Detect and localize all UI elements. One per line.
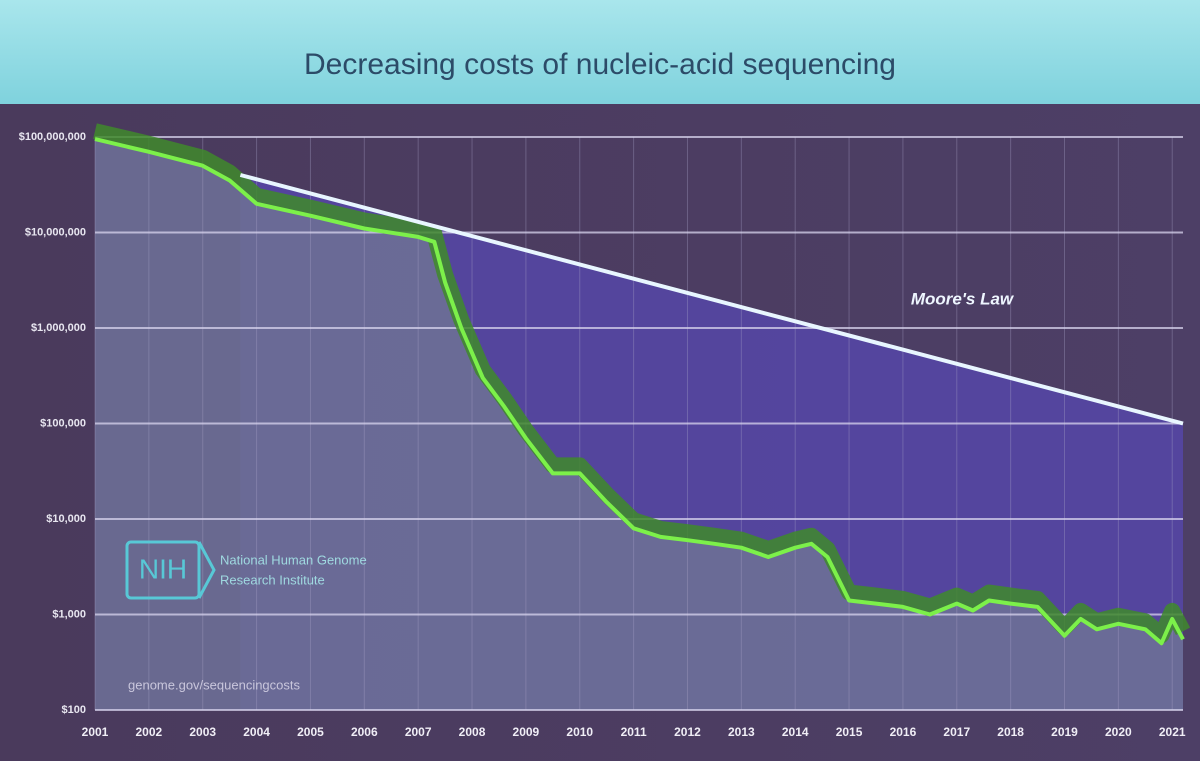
x-tick-label: 2008 <box>459 725 486 739</box>
y-tick-label: $100 <box>62 704 86 716</box>
moore-line <box>239 173 1184 426</box>
x-tick-label: 2019 <box>1051 725 1078 739</box>
x-tick-label: 2012 <box>674 725 701 739</box>
cost-area <box>95 139 1183 711</box>
x-tick-label: 2002 <box>136 725 163 739</box>
cost-line <box>94 137 1185 646</box>
x-tick-label: 2014 <box>782 725 809 739</box>
y-tick-label: $10,000 <box>46 513 86 525</box>
x-tick-label: 2010 <box>566 725 593 739</box>
logo-text: National Human Genome <box>220 552 367 567</box>
plot: 2001 2002 2003 2004 2005 2006 2007 2008 2009 2010… <box>19 123 1191 739</box>
y-tick-label: $100,000,000 <box>19 131 86 143</box>
y-tick-label: $1,000 <box>52 608 86 620</box>
x-tick-label: 2007 <box>405 725 432 739</box>
source: genome.gov/sequencingcosts <box>128 677 301 692</box>
x-tick-label: 2005 <box>297 725 324 739</box>
logo-mark: NIH <box>139 553 187 584</box>
x-tick-label: 2013 <box>728 725 755 739</box>
x-tick-label: 2004 <box>243 725 270 739</box>
x-tick-label: 2021 <box>1159 725 1186 739</box>
logo-chevron <box>197 541 216 599</box>
x-tick-label: 2020 <box>1105 725 1132 739</box>
x-tick-label: 2015 <box>836 725 863 739</box>
x-tick-label: 2016 <box>890 725 917 739</box>
y-tick-label: $1,000,000 <box>31 322 86 334</box>
logo-box <box>125 540 201 600</box>
x-tick-label: 2009 <box>513 725 540 739</box>
x-tick-label: 2011 <box>621 725 647 739</box>
series-label: Moore's Law <box>911 289 1015 308</box>
x-tick-label: 2006 <box>351 725 378 739</box>
y-tick-label: $100,000 <box>40 417 86 429</box>
chart-title: Decreasing costs of nucleic-acid sequenc… <box>304 48 896 81</box>
x-tick-label: 2017 <box>943 725 970 739</box>
logo-text: Research Institute <box>220 572 325 587</box>
line-shadow <box>93 123 1191 644</box>
x-tick-label: 2003 <box>189 725 216 739</box>
x-tick-label: 2001 <box>82 725 109 739</box>
title-band <box>0 0 1200 104</box>
y-tick-label: $10,000,000 <box>25 226 86 238</box>
x-tick-label: 2018 <box>997 725 1024 739</box>
